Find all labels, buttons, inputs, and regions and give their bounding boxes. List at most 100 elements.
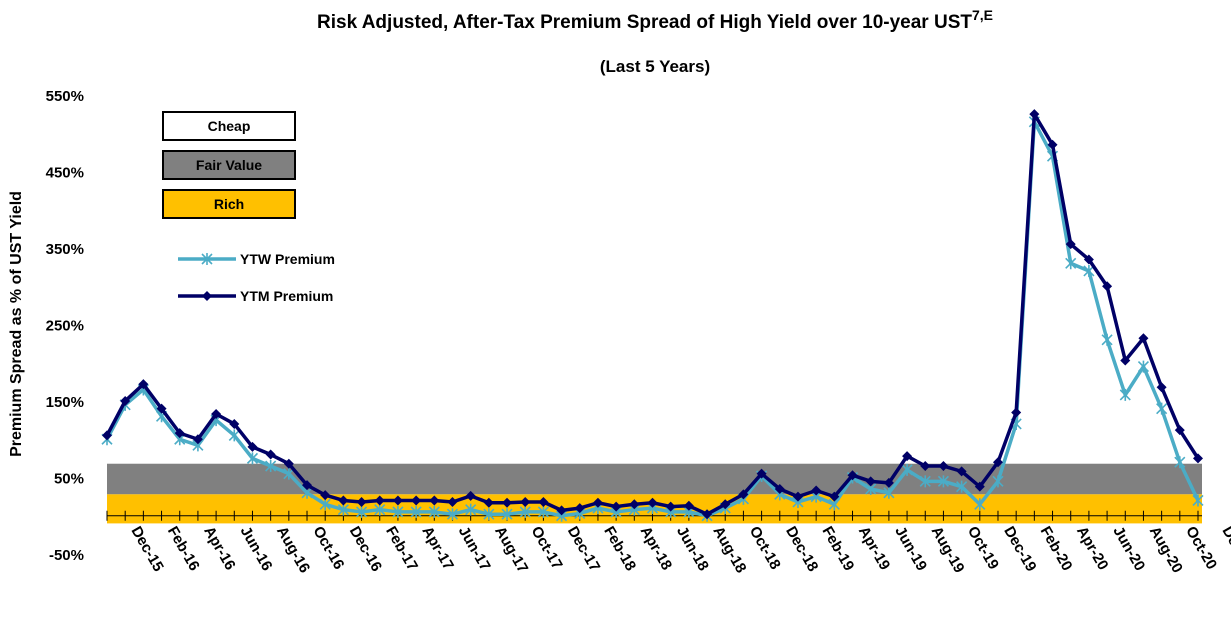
x-tick-label: Aug-17	[491, 524, 531, 577]
data-point	[120, 396, 131, 406]
x-tick-label: Jun-18	[673, 524, 712, 574]
x-tick-label: Dec-16	[346, 524, 385, 575]
data-point	[192, 434, 203, 445]
data-point	[902, 451, 913, 462]
x-tick-label: Dec-15	[128, 524, 167, 575]
data-point	[756, 468, 767, 479]
data-point	[1065, 239, 1076, 250]
data-point	[411, 495, 422, 506]
x-tick-label: Jun-20	[1109, 524, 1148, 574]
data-point	[738, 489, 749, 500]
x-tick-label: Apr-19	[855, 524, 893, 574]
data-point	[392, 505, 404, 518]
x-tick-label: Apr-17	[418, 524, 456, 574]
data-point	[1193, 453, 1203, 464]
x-tick-label: Feb-20	[1037, 524, 1076, 574]
data-point	[429, 495, 440, 506]
x-tick-label: Feb-17	[382, 524, 421, 574]
y-axis-title: Premium Spread as % of UST Yield	[8, 191, 25, 457]
data-point	[1156, 402, 1168, 415]
y-tick-label: -50%	[49, 547, 84, 564]
band-legend-label: Rich	[214, 196, 244, 212]
band-legend-box	[162, 189, 296, 219]
legend-marker	[202, 291, 212, 301]
x-tick-label: Oct-16	[309, 524, 347, 573]
x-tick-label: Oct-20	[1182, 524, 1220, 573]
data-point	[483, 497, 494, 508]
x-tick-label: Dec-17	[564, 524, 603, 575]
data-point	[974, 498, 986, 511]
data-point	[1156, 382, 1167, 393]
data-point	[483, 508, 495, 521]
data-point	[246, 452, 259, 465]
data-point	[283, 458, 294, 469]
data-point	[247, 441, 258, 452]
data-point	[519, 505, 531, 518]
x-tick-label: Dec-19	[1000, 524, 1039, 575]
x-tick-label: Aug-18	[709, 524, 749, 577]
data-point	[774, 483, 785, 494]
x-tick-label: Feb-16	[164, 524, 203, 574]
data-point	[956, 480, 968, 493]
data-point	[356, 496, 367, 507]
data-point	[847, 470, 858, 481]
data-point	[1065, 257, 1077, 270]
y-tick-label: 150%	[46, 394, 84, 411]
data-point	[138, 379, 149, 390]
chart-subtitle: (Last 5 Years)	[600, 57, 710, 76]
data-point	[883, 477, 894, 488]
data-point	[374, 503, 386, 516]
data-point	[883, 486, 895, 499]
data-point	[356, 505, 368, 518]
x-tick-label: Apr-16	[200, 524, 238, 574]
data-point	[647, 497, 658, 508]
data-point	[537, 505, 549, 518]
x-tick-label: Oct-19	[964, 524, 1002, 573]
x-tick-label: Dec-20	[1219, 524, 1231, 575]
data-point	[501, 508, 513, 521]
legend-label: YTM Premium	[240, 288, 333, 304]
data-point	[319, 498, 331, 511]
band-legend-label: Cheap	[208, 118, 251, 134]
data-point	[665, 501, 676, 512]
data-point	[428, 505, 440, 518]
x-tick-label: Aug-16	[273, 524, 313, 577]
data-point	[446, 508, 459, 521]
data-point	[974, 481, 985, 492]
data-point	[556, 505, 567, 516]
data-point	[1101, 333, 1113, 346]
data-point	[937, 475, 949, 488]
band-legend-box	[162, 150, 296, 180]
data-point	[520, 496, 531, 507]
data-point	[102, 430, 112, 441]
data-point	[211, 409, 222, 420]
data-point	[265, 449, 276, 460]
data-point	[447, 496, 458, 507]
data-point	[574, 503, 585, 514]
data-point	[938, 461, 949, 472]
x-tick-label: Feb-18	[600, 524, 639, 574]
data-point	[901, 463, 913, 476]
data-point	[320, 490, 331, 501]
x-tick-label: Apr-20	[1073, 524, 1111, 574]
data-point	[611, 501, 622, 512]
data-point	[1029, 109, 1040, 120]
data-point	[702, 509, 713, 520]
chart-title-group: Risk Adjusted, After-Tax Premium Spread …	[317, 7, 993, 33]
data-point	[228, 429, 240, 442]
data-point	[374, 495, 385, 506]
legend-label: YTW Premium	[240, 251, 335, 267]
data-point	[1120, 355, 1131, 366]
data-point	[956, 466, 967, 477]
data-point	[1137, 360, 1150, 373]
y-tick-label: 250%	[46, 318, 84, 335]
data-point	[1174, 456, 1186, 469]
data-point	[156, 403, 167, 414]
data-point	[865, 476, 876, 487]
data-point	[811, 485, 822, 496]
x-tick-label: Jun-16	[237, 524, 276, 574]
data-point	[1083, 264, 1095, 277]
data-point	[1138, 333, 1149, 344]
